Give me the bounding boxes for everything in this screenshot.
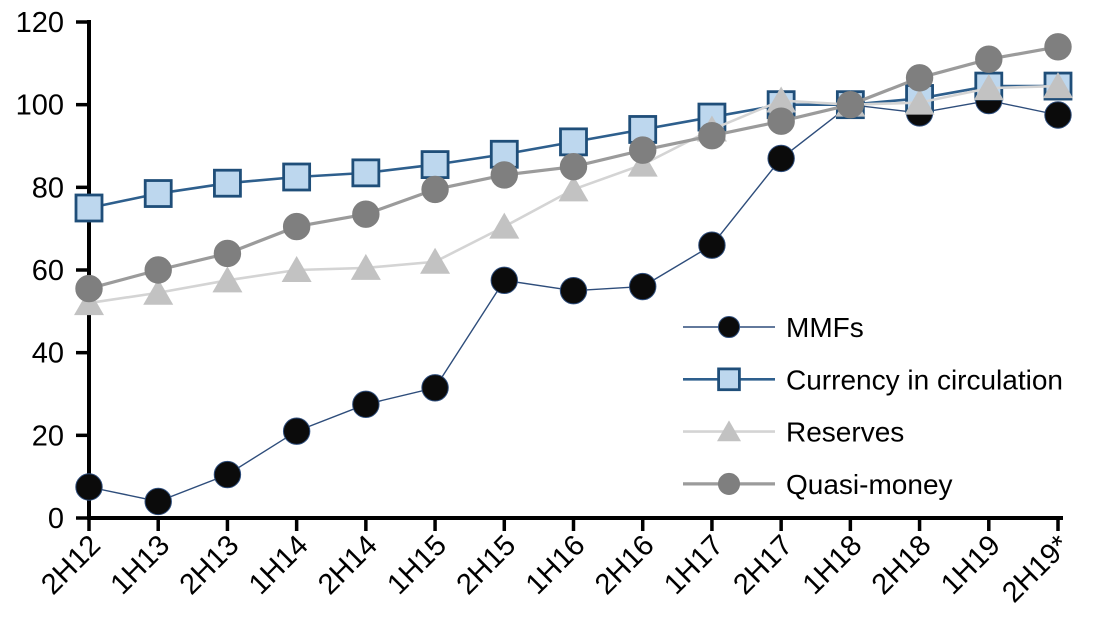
x-axis-label: 1H18 <box>797 529 869 601</box>
data-point-marker <box>558 175 589 202</box>
data-point-marker <box>282 417 311 445</box>
data-point-marker <box>766 86 797 113</box>
data-point-marker <box>420 150 450 180</box>
x-axis-label: 1H19 <box>935 529 1007 601</box>
x-axis-label: 1H16 <box>520 529 592 601</box>
y-axis-label: 40 <box>32 338 64 370</box>
y-axis-label: 0 <box>48 503 64 535</box>
data-point-marker <box>350 253 381 280</box>
data-point-marker <box>75 473 103 501</box>
x-axis-label: 2H16 <box>589 529 661 601</box>
data-point-marker <box>144 487 172 516</box>
data-point-marker <box>352 200 380 228</box>
data-point-marker <box>717 315 741 339</box>
data-point-marker <box>490 161 518 189</box>
data-point-marker <box>904 88 935 115</box>
data-point-marker <box>629 136 657 164</box>
data-point-marker <box>973 74 1004 101</box>
data-point-marker <box>281 256 312 282</box>
data-point-marker <box>698 121 726 150</box>
data-point-marker <box>489 212 520 239</box>
x-axis-label: 2H12 <box>35 529 107 601</box>
data-point-marker <box>144 256 172 284</box>
data-point-marker <box>698 231 726 259</box>
data-point-marker <box>143 278 174 305</box>
data-point-marker <box>351 158 381 188</box>
data-point-marker <box>282 212 311 241</box>
x-axis-label: 1H14 <box>243 529 315 601</box>
data-point-marker <box>489 139 519 169</box>
data-point-marker <box>717 367 741 392</box>
y-axis-label: 20 <box>32 420 64 452</box>
data-point-marker <box>282 162 312 192</box>
x-axis-label: 2H18 <box>866 529 938 601</box>
data-point-marker <box>490 266 518 295</box>
data-point-marker <box>143 179 173 208</box>
data-point-marker <box>420 247 451 274</box>
data-point-marker <box>717 420 741 442</box>
y-axis-label: 60 <box>32 255 64 287</box>
legend-item-mmfs: MMFs <box>683 312 864 343</box>
x-axis-label: 2H15 <box>451 529 523 601</box>
legend-label-quasi-money: Quasi-money <box>786 469 953 500</box>
series-quasi-money <box>75 33 1072 303</box>
data-point-marker <box>1044 33 1072 61</box>
legend-item-currency-in-circulation: Currency in circulation <box>683 364 1063 395</box>
legend-item-reserves: Reserves <box>683 417 904 448</box>
data-point-marker <box>352 390 380 419</box>
data-point-marker <box>629 272 657 301</box>
data-point-marker <box>213 460 242 489</box>
x-axis-label: 2H19* <box>996 529 1076 609</box>
y-axis-label: 80 <box>32 172 64 204</box>
legend-label-mmfs: MMFs <box>786 312 864 343</box>
data-point-marker <box>75 274 103 303</box>
data-point-marker <box>421 175 449 204</box>
data-point-marker <box>836 90 865 119</box>
data-point-marker <box>213 168 242 198</box>
legend-label-reserves: Reserves <box>786 417 904 448</box>
x-axis-label: 2H13 <box>174 529 246 601</box>
x-axis-label: 2H17 <box>727 529 799 601</box>
legend-item-quasi-money: Quasi-money <box>683 469 953 500</box>
legend-label-currency-in-circulation: Currency in circulation <box>786 364 1063 395</box>
data-point-marker <box>421 374 449 402</box>
data-point-marker <box>559 276 588 305</box>
data-point-marker <box>212 266 243 293</box>
x-axis-label: 1H17 <box>658 529 730 601</box>
data-point-marker <box>717 472 741 495</box>
data-point-marker <box>767 144 795 173</box>
data-point-marker <box>767 107 795 135</box>
legend: MMFs Currency in circulation Reserves Quasi… <box>683 312 1063 500</box>
data-point-marker <box>559 152 588 181</box>
data-point-marker <box>213 239 242 268</box>
y-axis-label: 100 <box>16 90 64 122</box>
x-axis-label: 1H15 <box>381 529 453 601</box>
x-axis-label: 2H14 <box>312 529 384 601</box>
data-point-marker <box>559 127 588 157</box>
data-point-marker <box>975 45 1003 73</box>
data-point-marker <box>74 193 104 223</box>
data-point-marker <box>1043 72 1073 99</box>
y-axis-label: 120 <box>16 7 64 39</box>
data-point-marker <box>905 64 934 92</box>
data-point-marker <box>1044 101 1072 129</box>
x-axis-label: 1H13 <box>105 529 177 601</box>
